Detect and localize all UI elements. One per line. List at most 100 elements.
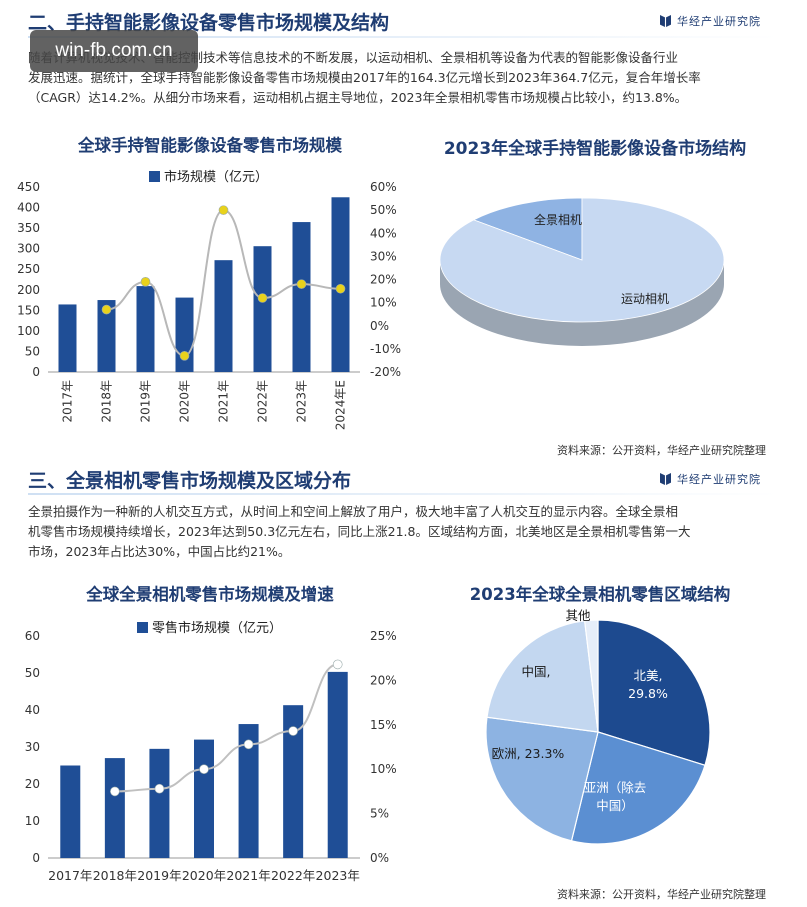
slice-label: 中国, <box>522 664 551 679</box>
divider <box>28 36 778 38</box>
y-tick-label: 40 <box>25 703 40 717</box>
y2-tick-label: 25% <box>370 629 397 643</box>
section2-source: 资料来源：公开资料，华经产业研究院整理 <box>557 444 766 457</box>
y-tick-label: 250 <box>17 262 40 276</box>
bar <box>104 758 125 858</box>
y-tick-label: 10 <box>25 814 40 828</box>
growth-point <box>296 279 307 289</box>
y-tick-label: 350 <box>17 221 40 235</box>
y2-tick-label: 10% <box>370 762 397 776</box>
paragraph-line: 机零售市场规模持续增长，2023年达到50.3亿元左右，同比上涨21.8。区域结… <box>28 524 691 539</box>
slice-label: 亚洲（除去 <box>584 780 647 795</box>
growth-point <box>288 726 298 736</box>
bar <box>58 304 77 372</box>
y-tick-label: 450 <box>17 180 40 194</box>
growth-point <box>257 293 268 303</box>
paragraph-line: （CAGR）达14.2%。从细分市场来看，运动相机占据主导地位，2023年全景相… <box>28 90 688 105</box>
growth-point <box>199 764 209 774</box>
site-watermark: win-fb.com.cn <box>30 30 198 72</box>
bar <box>97 300 116 372</box>
y2-tick-label: 15% <box>370 718 397 732</box>
y2-tick-label: -20% <box>370 365 401 379</box>
y-tick-label: 50 <box>25 344 40 358</box>
section3-paragraph: 全景拍摄作为一种新的人机交互方式，从时间上和空间上解放了用户，极大地丰富了人机交… <box>28 502 788 562</box>
growth-point <box>154 783 165 794</box>
x-tick-label: 2021年 <box>217 380 231 423</box>
y-tick-label: 60 <box>25 629 40 643</box>
bar <box>214 260 233 372</box>
x-tick-label: 2017年 <box>48 868 92 883</box>
pie-slice <box>472 197 583 261</box>
pie-side <box>440 260 724 346</box>
y2-tick-label: 5% <box>370 807 389 821</box>
x-tick-label: 2017年 <box>61 380 75 423</box>
x-tick-label: 2021年 <box>226 868 270 883</box>
y2-tick-label: 10% <box>370 296 397 310</box>
growth-point <box>243 739 254 750</box>
bar <box>238 724 259 858</box>
divider <box>28 493 778 495</box>
y2-tick-label: -10% <box>370 342 401 356</box>
bar <box>149 748 170 858</box>
x-tick-label: 2023年 <box>295 380 309 423</box>
slice-label: 北美, <box>634 668 663 683</box>
x-tick-label: 2019年 <box>137 868 181 883</box>
y-tick-label: 150 <box>17 303 40 317</box>
x-tick-label: 2018年 <box>100 380 114 423</box>
section2-paragraph: 随着计算机视觉技术、智能控制技术等信息技术的不断发展，以运动相机、全景相机等设备… <box>28 48 788 108</box>
y-tick-label: 400 <box>17 201 40 215</box>
y2-tick-label: 0% <box>370 851 389 865</box>
chart3-title: 全球全景相机零售市场规模及增速 <box>86 585 334 604</box>
x-tick-label: 2023年 <box>316 868 360 883</box>
pie-slice <box>570 731 706 845</box>
section3-source: 资料来源：公开资料，华经产业研究院整理 <box>557 888 766 901</box>
slice-value: 29.8% <box>628 686 668 701</box>
section2-title: 二、手持智能影像设备零售市场规模及结构 <box>28 12 390 34</box>
x-tick-label: 2022年 <box>256 380 270 423</box>
pie-slice <box>485 716 599 842</box>
bar <box>136 286 155 372</box>
y2-tick-label: 0% <box>370 319 389 333</box>
slice-label: 其他 <box>565 608 591 623</box>
legend-label: 市场规模（亿元） <box>164 169 268 185</box>
brand-logo: 华经产业研究院 <box>660 13 761 29</box>
bar <box>253 246 272 372</box>
y-tick-label: 300 <box>17 242 40 256</box>
x-tick-label: 2020年 <box>182 868 226 883</box>
y-tick-label: 20 <box>25 777 40 791</box>
y-tick-label: 0 <box>32 365 40 379</box>
growth-point <box>335 283 346 294</box>
paragraph-line: 市场，2023年占比达30%，中国占比约21%。 <box>28 544 291 559</box>
y2-tick-label: 60% <box>370 180 397 194</box>
paragraph-line: 发展迅速。据统计，全球手持智能影像设备零售市场规模由2017年的164.3亿元增… <box>28 70 701 85</box>
bar <box>175 297 194 372</box>
brand-name: 华经产业研究院 <box>677 473 761 486</box>
legend-swatch <box>149 171 160 182</box>
brand-logo-icon <box>660 15 665 27</box>
slice-value: 中国） <box>596 798 634 813</box>
chart2-title: 2023年全球手持智能影像设备市场结构 <box>443 139 747 159</box>
pie-slice <box>597 619 711 767</box>
y2-tick-label: 40% <box>370 226 397 240</box>
brand-logo-icon <box>660 473 665 485</box>
slice-label: 运动相机 <box>621 292 669 306</box>
brand-logo: 华经产业研究院 <box>660 471 761 487</box>
bar <box>292 222 311 372</box>
brand-name: 华经产业研究院 <box>677 15 761 28</box>
x-tick-label: 2024年E <box>334 380 348 430</box>
pie-slice <box>583 619 599 733</box>
growth-point <box>140 277 151 287</box>
x-tick-label: 2020年 <box>178 380 192 423</box>
bar <box>327 671 348 858</box>
growth-point <box>218 205 229 215</box>
growth-point <box>179 351 190 361</box>
y-tick-label: 200 <box>17 283 40 297</box>
section3-title: 三、全景相机零售市场规模及区域分布 <box>28 470 352 492</box>
bar <box>194 739 214 858</box>
growth-point <box>101 304 112 315</box>
chart4-title: 2023年全球全景相机零售区域结构 <box>469 585 731 604</box>
y-tick-label: 30 <box>25 740 40 754</box>
